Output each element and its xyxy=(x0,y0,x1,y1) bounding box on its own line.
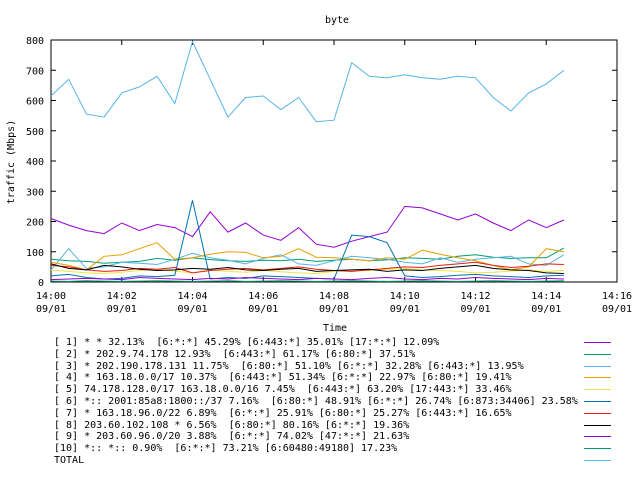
legend-entry-label: [ 8] 203.60.102.108 * 6.56% [6:80:*] 80.… xyxy=(54,419,410,431)
x-tick-date-label: 09/01 xyxy=(319,304,349,315)
series-line-5 xyxy=(50,267,564,275)
y-tick-label: 300 xyxy=(26,187,44,198)
legend-color-swatch xyxy=(584,365,611,367)
legend-color-swatch xyxy=(584,460,611,461)
x-tick-date-label: 09/01 xyxy=(531,304,561,315)
series-line-9 xyxy=(50,276,564,281)
y-axis-label: traffic (Mbps) xyxy=(6,120,17,204)
series-line-6 xyxy=(50,200,564,280)
legend-entry-label: [ 2] * 202.9.74.178 12.93% [6:443:*] 61.… xyxy=(54,348,416,360)
x-tick-date-label: 09/01 xyxy=(390,304,420,315)
series-line-2 xyxy=(50,247,565,264)
series-line-1 xyxy=(50,205,565,248)
x-tick-time-label: 14:06 xyxy=(248,291,278,302)
legend-entry-label: [10] *:: *:: 0.90% [6:*:*] 73.21% [6:604… xyxy=(54,443,398,455)
legend-color-swatch xyxy=(584,389,611,391)
legend-color-swatch xyxy=(584,401,611,402)
y-tick-label: 100 xyxy=(26,248,44,259)
legend-color-swatch xyxy=(584,342,611,343)
legend-color-swatch xyxy=(584,424,611,426)
legend-entry-label: [ 7] * 163.18.96.0/22 6.89% [6:*:*] 25.9… xyxy=(54,407,512,419)
legend-entry-label: [ 1] * * 32.13% [6:*:*] 45.29% [6:443:*]… xyxy=(54,337,440,348)
legend-entry-label: [ 9] * 203.60.96.0/20 3.88% [6:*:*] 74.0… xyxy=(54,431,410,443)
y-tick-label: 0 xyxy=(38,278,44,289)
legend-entry-label: [ 6] *:: 2001:85a8:1800::/37 7.16% [6:80… xyxy=(54,396,578,407)
x-tick-date-label: 09/01 xyxy=(177,304,207,315)
x-tick-time-label: 14:00 xyxy=(36,291,66,302)
x-tick-time-label: 14:08 xyxy=(319,291,349,302)
x-tick-time-label: 14:04 xyxy=(177,291,207,302)
series-line-8 xyxy=(50,263,564,274)
y-tick-label: 500 xyxy=(26,127,44,138)
x-tick-time-label: 14:10 xyxy=(390,291,420,302)
x-tick-time-label: 14:02 xyxy=(107,291,137,302)
x-tick-date-label: 09/01 xyxy=(248,304,278,315)
x-axis-label: Time xyxy=(323,323,347,334)
y-tick-label: 400 xyxy=(26,157,44,168)
legend-entry-label: [ 3] * 202.190.178.131 11.75% [6:80:*] 5… xyxy=(54,360,524,372)
legend-color-swatch xyxy=(584,448,611,450)
series-line-11 xyxy=(50,40,565,123)
x-tick-date-label: 09/01 xyxy=(460,304,490,315)
x-tick-date-label: 09/01 xyxy=(602,304,632,315)
axes-layer: 0 100 200 300 400 500 600 700 800 14:00 09/01 14:02… xyxy=(26,36,632,315)
legend-color-swatch xyxy=(584,377,611,379)
series-line-10 xyxy=(50,280,564,282)
x-tick-time-label: 14:16 xyxy=(602,291,632,302)
series-line-3 xyxy=(50,247,565,271)
legend-entry-label: TOTAL xyxy=(54,455,85,466)
y-tick-label: 700 xyxy=(26,66,44,77)
legend-color-swatch xyxy=(584,412,611,414)
series-line-4 xyxy=(50,242,564,271)
legend-entry-label: [ 4] * 163.18.0.0/17 10.37% [6:443:*] 51… xyxy=(54,372,512,384)
x-tick-date-label: 09/01 xyxy=(36,304,66,315)
y-tick-label: 200 xyxy=(26,218,44,229)
chart-title: byte xyxy=(325,15,349,26)
y-tick-label: 800 xyxy=(26,36,44,47)
plot-frame xyxy=(50,39,618,283)
x-tick-date-label: 09/01 xyxy=(107,304,137,315)
x-tick-time-label: 14:12 xyxy=(460,291,490,302)
y-tick-label: 600 xyxy=(26,97,44,108)
series-layer xyxy=(50,40,565,282)
legend-entry-label: [ 5] 74.178.128.0/17 163.18.0.0/16 7.45%… xyxy=(54,384,512,396)
legend-color-swatch xyxy=(584,436,611,438)
legend-color-swatch xyxy=(584,353,611,355)
x-tick-time-label: 14:14 xyxy=(531,291,561,302)
